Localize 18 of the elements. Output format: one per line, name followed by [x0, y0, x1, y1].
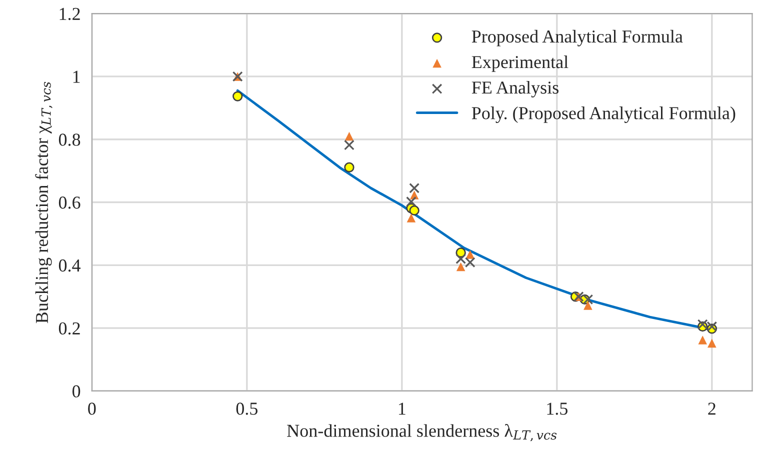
y-tick-label: 0.6 [58, 196, 80, 209]
y-tick-label: 1.2 [60, 8, 80, 20]
y-tick-label: 0 [72, 385, 80, 398]
x-tick-label: 1 [398, 402, 406, 415]
x-tick-label: 0 [88, 402, 96, 415]
x-tick-label: 2 [708, 402, 716, 415]
legend-label: Experimental [472, 55, 568, 72]
y-axis-title: Buckling reduction factor χ$_{LT,vcs}$ [35, 82, 52, 324]
y-tick-label: 0.2 [58, 322, 80, 335]
legend-label: Poly. (Proposed Analytical Formula) [472, 106, 736, 123]
x-axis-title: Non-dimensional slenderness λ$_{LT,vcs}$ [287, 424, 557, 442]
x-tick-label: 1.5 [547, 402, 568, 415]
legend-label: Proposed Analytical Formula [472, 30, 683, 46]
y-tick-label: 1 [73, 70, 80, 83]
x-tick-label: 0.5 [236, 402, 258, 415]
y-tick-label: 0.8 [58, 134, 80, 146]
y-tick-label: 0.4 [58, 259, 81, 272]
legend-label: FE Analysis [472, 80, 558, 98]
